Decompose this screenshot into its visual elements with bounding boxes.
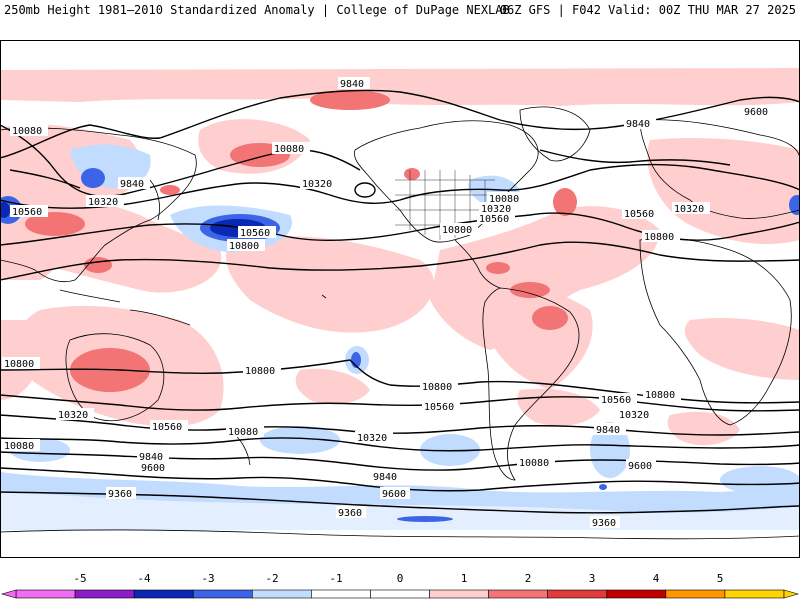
colorbar-segment-neg1 (252, 589, 312, 599)
contour-label-10800-south-west: 10800 (4, 359, 34, 370)
contour-label-9840-south-indian: 9840 (139, 452, 163, 463)
contour-label-10560-na: 10560 (479, 214, 509, 225)
colorbar-arrow-left (0, 589, 17, 599)
contour-label-10320-asia: 10320 (88, 197, 118, 208)
contour-label-10800-south-pacific: 10800 (245, 366, 275, 377)
contour-label-10560-pacific: 10560 (240, 228, 270, 239)
colorbar-tick: 2 (525, 572, 532, 585)
contour-label-10080-south-indian: 10080 (4, 441, 34, 452)
contour-label-9360-south-atlantic: 9360 (592, 518, 616, 529)
contour-label-9360-south-indian: 9360 (108, 489, 132, 500)
contour-label-9600-north: 9600 (744, 107, 768, 118)
colorbar-segment-pos4 (606, 589, 667, 599)
colorbar-segment-neg4 (74, 589, 135, 599)
colorbar-tick-labels: -5 -4 -3 -2 -1 0 1 2 3 4 5 (73, 572, 723, 585)
contour-label-9600-south-atlantic: 9600 (628, 461, 652, 472)
map-title: 250mb Height 1981–2010 Standardized Anom… (4, 3, 510, 17)
colorbar-segments (0, 589, 800, 599)
colorbar-tick: -3 (201, 572, 214, 585)
colorbar-segment-zero (370, 589, 430, 599)
colorbar-tick: 0 (397, 572, 404, 585)
contour-label-10320-indian: 10320 (58, 410, 88, 421)
colorbar-tick: 4 (653, 572, 660, 585)
colorbar-tick: -5 (73, 572, 86, 585)
contour-label-9840-south-pacific: 9840 (373, 472, 397, 483)
contour-labels: 9840 9600 9840 10080 10080 9840 10320 10… (2, 77, 772, 529)
contour-label-10560-asia: 10560 (12, 207, 42, 218)
contour-label-10560-south-america: 10560 (424, 402, 454, 413)
colorbar-tick: 1 (461, 572, 468, 585)
contour-label-10080-na: 10080 (489, 194, 519, 205)
contour-label-9600-south-pacific: 9600 (382, 489, 406, 500)
colorbar-segment-pos1 (429, 589, 489, 599)
colorbar-arrow-right (783, 589, 800, 599)
colorbar: -5 -4 -3 -2 -1 0 1 2 3 4 5 (0, 568, 800, 600)
contour-label-10080-south-pacific: 10080 (228, 427, 258, 438)
contour-label-10800-south-america: 10800 (422, 382, 452, 393)
colorbar-segment-zero (311, 589, 371, 599)
contour-label-10320-south-pacific: 10320 (357, 433, 387, 444)
us-state-borders (395, 170, 495, 240)
contour-label-10560-atlantic: 10560 (624, 209, 654, 220)
colorbar-tick: 3 (589, 572, 596, 585)
contour-label-10800-na: 10800 (442, 225, 472, 236)
colorbar-segment-pos5 (665, 589, 726, 599)
colorbar-segment-neg2 (192, 589, 253, 599)
colorbar-tick: -2 (265, 572, 278, 585)
anomaly-shading (0, 68, 800, 532)
contour-label-10800-pacific: 10800 (229, 241, 259, 252)
contour-label-10320-na: 10320 (481, 204, 511, 215)
contour-label-10080-south-america: 10080 (519, 458, 549, 469)
contour-label-10320-europe: 10320 (674, 204, 704, 215)
colorbar-tick: -1 (329, 572, 342, 585)
contour-label-9840-north: 9840 (340, 79, 364, 90)
colorbar-segment-neg5 (15, 589, 76, 599)
contour-label-10080-pacific: 10080 (274, 144, 304, 155)
contour-label-9840-pacific: 9840 (120, 179, 144, 190)
coastlines (0, 106, 800, 540)
contour-label-10080-asia: 10080 (12, 126, 42, 137)
contour-label-10320-south-atlantic: 10320 (619, 410, 649, 421)
colorbar-segment-pos3 (547, 589, 608, 599)
colorbar-segment-pos6 (724, 589, 785, 599)
contour-label-10560-south-atlantic: 10560 (601, 395, 631, 406)
contour-label-9840-europe: 9840 (626, 119, 650, 130)
colorbar-segment-neg3 (133, 589, 194, 599)
contour-label-10560-south-pacific: 10560 (152, 422, 182, 433)
contour-label-10800-south-atlantic: 10800 (645, 390, 675, 401)
contour-label-10800-atlantic: 10800 (644, 232, 674, 243)
contour-label-9600-south-indian: 9600 (141, 463, 165, 474)
contour-label-9840-south-atlantic: 9840 (596, 425, 620, 436)
contour-label-10320-pacific: 10320 (302, 179, 332, 190)
colorbar-tick: -4 (137, 572, 151, 585)
model-run-info: 06Z GFS | F042 Valid: 00Z THU MAR 27 202… (499, 3, 796, 17)
contour-label-9360-south-pacific: 9360 (338, 508, 362, 519)
colorbar-tick: 5 (717, 572, 724, 585)
colorbar-segment-pos2 (488, 589, 548, 599)
anomaly-map: 9840 9600 9840 10080 10080 9840 10320 10… (0, 40, 800, 558)
